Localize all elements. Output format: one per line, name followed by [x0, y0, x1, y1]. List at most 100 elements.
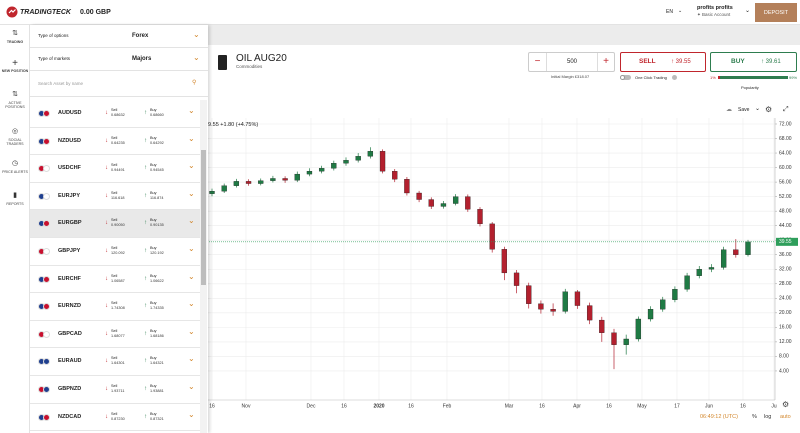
- buy-arrow: ↑: [144, 248, 147, 254]
- nav-label[interactable]: NEW POSITION: [1, 69, 29, 73]
- asset-row[interactable]: AUDUSD ↓ Sell 0.68632 ↑ Buy 0.68660 ⌄: [30, 100, 200, 128]
- plus-button[interactable]: +: [597, 53, 614, 71]
- info-icon[interactable]: [672, 75, 677, 80]
- candle-body: [428, 199, 434, 207]
- sell-price[interactable]: 1.68077: [111, 333, 125, 338]
- nav-icon: ▮: [13, 192, 17, 199]
- buy-arrow: ↑: [144, 330, 147, 337]
- nav-icon: ◎: [11, 128, 19, 135]
- chart-toolbar: ☁ Save ⌄ ⚙ ⤢: [722, 105, 800, 117]
- sell-price[interactable]: 1.74308: [111, 306, 125, 311]
- search-icon: ⚲: [192, 80, 197, 86]
- asset-row[interactable]: USDCHF ↓ Sell 0.94491 ↑ Buy 0.94545 ⌄: [30, 155, 200, 183]
- buy-price[interactable]: 0.94545: [150, 168, 164, 173]
- options-filter[interactable]: Type of options Forex ⌄: [30, 25, 208, 48]
- y-tick-label: 4.00: [779, 368, 789, 374]
- asset-name: EURGBP: [58, 220, 82, 227]
- save-button[interactable]: Save: [738, 107, 750, 113]
- sell-price[interactable]: 0.94491: [111, 168, 125, 173]
- sell-arrow: ↓: [105, 192, 108, 199]
- buy-price[interactable]: 0.90135: [150, 223, 164, 228]
- scrollbar-thumb[interactable]: [201, 150, 206, 285]
- buy-arrow: ↑: [144, 220, 147, 227]
- x-tick-label: 16: [539, 403, 545, 409]
- asset-row[interactable]: GBPCAD ↓ Sell 1.68077 ↑ Buy 1.68186 ⌄: [30, 321, 200, 349]
- buy-button[interactable]: BUY ↑ 39.61: [710, 52, 797, 72]
- scale-button[interactable]: log: [764, 414, 772, 420]
- nav-label[interactable]: REPORTS: [6, 202, 24, 206]
- buy-price[interactable]: 1.93881: [150, 389, 164, 393]
- nav-label[interactable]: PRICE ALERTS: [2, 170, 28, 174]
- one-click-toggle[interactable]: [620, 75, 631, 80]
- sell-label: Sell: [111, 190, 118, 195]
- candle-body: [562, 291, 568, 312]
- deposit-button[interactable]: DEPOSIT: [755, 3, 797, 22]
- nav-label[interactable]: ACTIVE POSITIONS: [5, 101, 25, 109]
- sell-price[interactable]: 0.64235: [111, 140, 125, 145]
- sell-price[interactable]: 1.93711: [111, 389, 125, 393]
- axis-settings-icon[interactable]: ⚙: [782, 400, 790, 409]
- options-value: Forex: [132, 33, 149, 39]
- language[interactable]: EN: [666, 9, 673, 15]
- sell-price[interactable]: 1.06587: [111, 278, 125, 283]
- sell-price-wrap: ↑ 39.55: [671, 59, 691, 65]
- flag: [43, 248, 50, 255]
- sell-price[interactable]: 1.64301: [111, 361, 125, 366]
- language-caret: ⌄: [678, 8, 683, 14]
- asset-row[interactable]: NZDUSD ↓ Sell 0.64235 ↑ Buy 0.64292 ⌄: [30, 128, 200, 156]
- account-type-text: Basic Account: [702, 12, 731, 17]
- buy-price[interactable]: 116.874: [150, 195, 164, 200]
- x-tick-label: Mar: [505, 403, 514, 409]
- scale-button[interactable]: auto: [780, 414, 791, 420]
- buy-price-wrap: ↑ 39.61: [761, 59, 781, 65]
- buy-price[interactable]: 1.74335: [150, 306, 164, 311]
- asset-row[interactable]: EURNZD ↓ Sell 1.74308 ↑ Buy 1.74335 ⌄: [30, 293, 200, 321]
- row-caret: ⌄: [188, 188, 195, 198]
- asset-row[interactable]: EURCHF ↓ Sell 1.06587 ↑ Buy 1.06622 ⌄: [30, 266, 200, 294]
- buy-price[interactable]: 0.64292: [150, 140, 164, 145]
- nav-label[interactable]: TRADING: [6, 40, 24, 44]
- search-box[interactable]: Search Asset by name ⚲: [30, 71, 208, 97]
- asset-row[interactable]: EURGBP ↓ Sell 0.90050 ↑ Buy 0.90135 ⌄: [30, 210, 200, 238]
- sell-price[interactable]: 0.90050: [111, 223, 125, 228]
- logo-icon: [6, 6, 18, 18]
- sell-price[interactable]: 0.68632: [111, 113, 125, 117]
- buy-label: Buy: [150, 135, 157, 140]
- buy-price[interactable]: 1.64321: [150, 361, 164, 366]
- sell-price[interactable]: 116.618: [111, 195, 125, 200]
- candle-body: [245, 181, 252, 184]
- sell-button[interactable]: SELL ↑ 39.55: [620, 52, 706, 72]
- sell-price[interactable]: 120.092: [111, 251, 125, 255]
- y-tick-label: 64.00: [779, 150, 792, 156]
- nav-icon: ⇅: [12, 30, 18, 37]
- settings-icon[interactable]: ⚙: [765, 105, 773, 114]
- top-bar: TRADINGTECK 0.00 GBP EN ⌄ profits profit…: [0, 0, 800, 25]
- y-tick-label: 20.00: [779, 310, 792, 316]
- asset-row[interactable]: NZDCAD ↓ Sell 0.87230 ↑ Buy 0.87321 ⌄: [30, 404, 200, 432]
- buy-price[interactable]: 1.06622: [150, 278, 164, 283]
- asset-name: EURNZD: [58, 303, 81, 310]
- buy-price[interactable]: 1.68186: [150, 333, 164, 338]
- sell-label: Sell: [111, 384, 118, 388]
- minus-button[interactable]: −: [529, 53, 547, 71]
- buy-price[interactable]: 0.68660: [150, 113, 164, 117]
- user-name[interactable]: profits profits: [697, 5, 733, 11]
- asset-row[interactable]: GBPJPY ↓ Sell 120.092 ↑ Buy 120.192 ⌄: [30, 238, 200, 266]
- asset-row[interactable]: GBPNZD ↓ Sell 1.93711 ↑ Buy 1.93881 ⌄: [30, 376, 200, 404]
- scale-button[interactable]: %: [752, 414, 757, 420]
- asset-row[interactable]: EURJPY ↓ Sell 116.618 ↑ Buy 116.874 ⌄: [30, 183, 200, 211]
- asset-row[interactable]: EURAUD ↓ Sell 1.64301 ↑ Buy 1.64321 ⌄: [30, 348, 200, 376]
- candle-body: [538, 303, 544, 310]
- quantity[interactable]: 500: [566, 59, 577, 65]
- buy-price: 39.61: [765, 59, 781, 65]
- x-tick-label: Ju: [771, 403, 777, 409]
- markets-filter[interactable]: Type of markets Majors ⌄: [30, 48, 208, 71]
- buy-price[interactable]: 0.87321: [150, 416, 164, 421]
- nav-label[interactable]: SOCIAL TRADERS: [6, 138, 24, 146]
- side-nav: ⇅ TRADING + NEW POSITION ⇅ ACTIVE POSITIONS ◎ S…: [0, 25, 30, 433]
- candle-body: [599, 319, 605, 333]
- buy-price[interactable]: 120.192: [150, 251, 164, 255]
- sell-price[interactable]: 0.87230: [111, 416, 125, 421]
- fullscreen-icon[interactable]: ⤢: [783, 106, 789, 113]
